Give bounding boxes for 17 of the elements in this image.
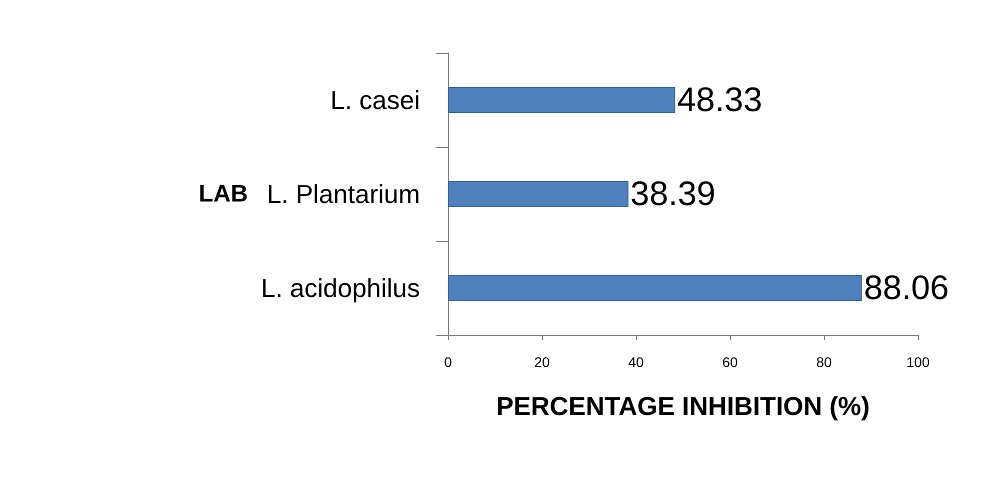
y-tick-label: L. acidophilus <box>261 273 420 303</box>
x-axis-title: PERCENTAGE INHIBITION (%) <box>496 391 870 421</box>
data-label: 88.06 <box>864 269 949 307</box>
data-label: 38.39 <box>630 175 716 213</box>
bar <box>448 275 862 301</box>
x-tick-label: 60 <box>722 354 738 370</box>
x-tick-label: 40 <box>628 354 644 370</box>
x-tick-label: 100 <box>906 354 930 370</box>
y-tick-label: L. Plantarium <box>266 179 420 209</box>
bar <box>448 181 628 207</box>
y-tick-label: L. casei <box>330 85 420 115</box>
x-tick-label: 80 <box>816 354 832 370</box>
data-label: 48.33 <box>677 81 762 119</box>
x-tick-label: 0 <box>444 354 452 370</box>
y-axis-title: LAB <box>198 180 248 208</box>
bar <box>448 87 676 113</box>
x-tick-label: 20 <box>534 354 550 370</box>
